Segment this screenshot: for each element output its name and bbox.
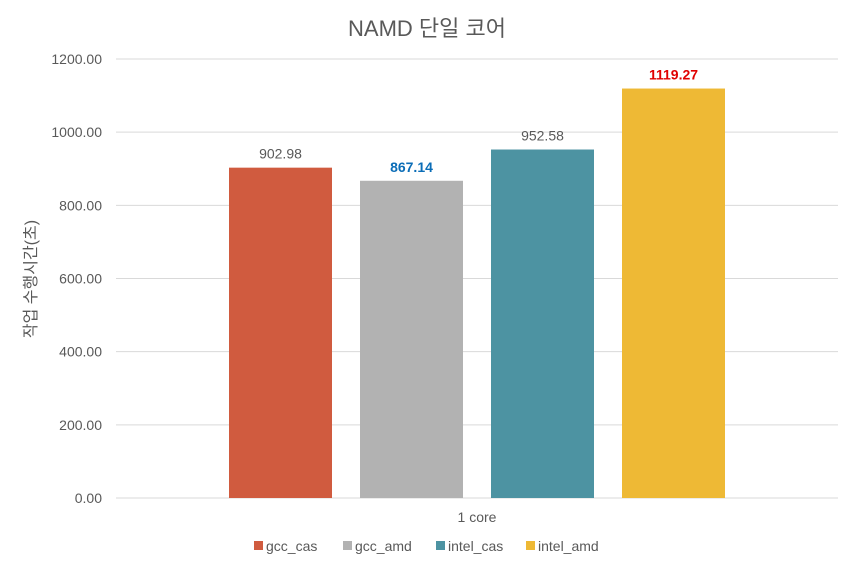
legend-label: intel_cas: [448, 538, 503, 554]
data-label-gcc_cas: 902.98: [259, 146, 302, 162]
legend-item-intel_amd: intel_amd: [526, 538, 599, 554]
bar-gcc_amd: [360, 180, 463, 498]
y-tick-label: 1200.00: [51, 51, 102, 67]
y-tick-label: 1000.00: [51, 124, 102, 140]
legend-label: gcc_amd: [355, 538, 412, 554]
data-labels: 902.98 867.14 952.58 1119.27: [259, 67, 698, 175]
gridlines: [116, 58, 838, 499]
legend: gcc_cas gcc_amd intel_cas intel_amd: [254, 538, 599, 554]
y-axis-ticks: 0.00 200.00 400.00 600.00 800.00 1000.00 1200.…: [51, 51, 102, 506]
legend-swatch: [436, 541, 445, 550]
legend-swatch: [343, 541, 352, 550]
data-label-gcc_amd: 867.14: [390, 159, 433, 175]
x-axis-ticks: 1 core: [458, 509, 497, 525]
bar-intel_cas: [491, 149, 594, 499]
legend-item-intel_cas: intel_cas: [436, 538, 503, 554]
legend-swatch: [254, 541, 263, 550]
bar-intel_amd: [622, 88, 725, 498]
x-tick-label: 1 core: [458, 509, 497, 525]
y-axis-label: 작업 수행시간(초): [22, 220, 40, 338]
y-tick-label: 200.00: [59, 417, 102, 433]
bar-gcc_cas: [229, 167, 332, 498]
legend-item-gcc_amd: gcc_amd: [343, 538, 412, 554]
y-tick-label: 800.00: [59, 197, 102, 213]
y-tick-label: 600.00: [59, 271, 102, 287]
legend-swatch: [526, 541, 535, 550]
legend-label: intel_amd: [538, 538, 599, 554]
data-label-intel_amd: 1119.27: [649, 67, 698, 83]
y-tick-label: 400.00: [59, 344, 102, 360]
legend-item-gcc_cas: gcc_cas: [254, 538, 317, 554]
chart-title: NAMD 단일 코어: [348, 16, 506, 41]
y-tick-label: 0.00: [75, 490, 102, 506]
data-label-intel_cas: 952.58: [521, 128, 564, 144]
legend-label: gcc_cas: [266, 538, 317, 554]
bars: [229, 88, 725, 499]
